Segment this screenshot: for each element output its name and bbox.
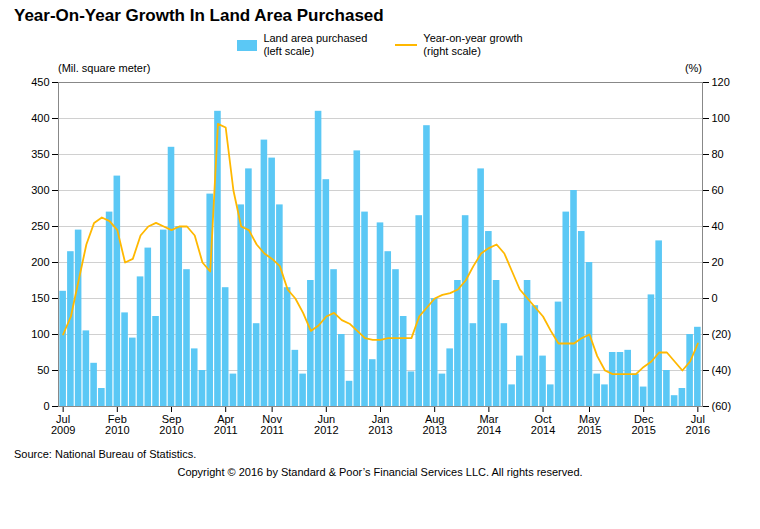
svg-text:Aug2013: Aug2013 <box>422 414 446 437</box>
svg-text:400: 400 <box>31 112 49 124</box>
svg-text:Apr2011: Apr2011 <box>214 414 238 437</box>
svg-text:(20): (20) <box>712 328 732 340</box>
svg-text:350: 350 <box>31 148 49 160</box>
html-text:Year-on-year growth (right sca: Year-on-year growth (right scale) <box>423 32 523 58</box>
svg-text:300: 300 <box>31 184 49 196</box>
html-text:(Mil. square meter): (Mil. square meter) <box>58 62 151 75</box>
svg-text:Jan2013: Jan2013 <box>368 414 392 437</box>
svg-text:50: 50 <box>37 364 49 376</box>
svg-text:(40): (40) <box>712 364 732 376</box>
svg-text:20: 20 <box>712 256 724 268</box>
svg-text:Feb2010: Feb2010 <box>105 414 129 437</box>
svg-text:80: 80 <box>712 148 724 160</box>
svg-text:120: 120 <box>712 76 730 88</box>
svg-text:Mar2014: Mar2014 <box>477 414 501 437</box>
svg-text:150: 150 <box>31 292 49 304</box>
svg-text:100: 100 <box>31 328 49 340</box>
svg-text:250: 250 <box>31 220 49 232</box>
svg-text:100: 100 <box>712 112 730 124</box>
svg-text:Nov2011: Nov2011 <box>260 414 284 437</box>
svg-text:(60): (60) <box>712 400 732 412</box>
svg-text:40: 40 <box>712 220 724 232</box>
svg-text:Jul2009: Jul2009 <box>51 414 75 437</box>
svg-text:Sep2010: Sep2010 <box>159 414 183 437</box>
svg-text:Jul2016: Jul2016 <box>686 414 710 437</box>
svg-text:0: 0 <box>712 292 718 304</box>
svg-text:0: 0 <box>43 400 49 412</box>
svg-text:May2015: May2015 <box>577 414 601 437</box>
svg-text:Oct2014: Oct2014 <box>531 414 555 437</box>
html-text:Year-On-Year Growth In Land Ar: Year-On-Year Growth In Land Area Purchas… <box>14 6 384 25</box>
svg-text:60: 60 <box>712 184 724 196</box>
svg-text:450: 450 <box>31 76 49 88</box>
svg-text:Dec2015: Dec2015 <box>631 414 655 437</box>
html-text:Source: National Bureau of Sta: Source: National Bureau of Statistics. <box>14 448 197 461</box>
html-text:Land area purchased (left scal: Land area purchased (left scale) <box>263 32 368 58</box>
svg-text:200: 200 <box>31 256 49 268</box>
svg-text:Jun2012: Jun2012 <box>314 414 338 437</box>
html-text:Copyright © 2016 by Standard &: Copyright © 2016 by Standard & Poor’s Fi… <box>177 466 583 479</box>
